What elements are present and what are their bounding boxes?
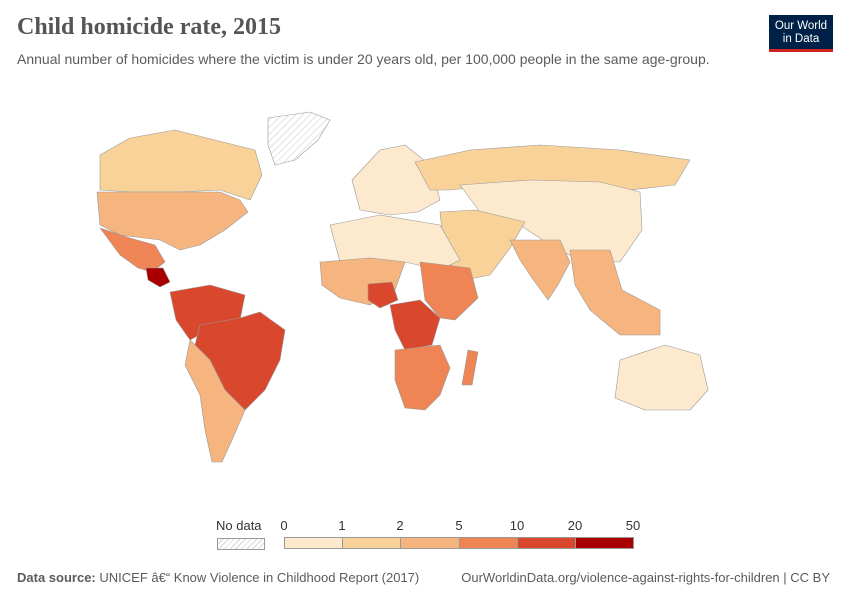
region-madagascar[interactable] xyxy=(461,349,479,386)
logo-line-2: in Data xyxy=(782,33,820,45)
legend-tick-20: 20 xyxy=(567,518,583,533)
region-greenland[interactable] xyxy=(267,111,331,166)
legend-no-data-label: No data xyxy=(216,518,262,533)
legend-bin-5-10[interactable] xyxy=(459,538,518,548)
region-nigeria[interactable] xyxy=(367,281,399,309)
region-mexico[interactable] xyxy=(99,227,166,273)
logo-line-1: Our World xyxy=(774,20,828,32)
data-source-text: UNICEF â€“ Know Violence in Childhood Re… xyxy=(99,570,420,585)
region-central-america[interactable] xyxy=(145,267,171,288)
legend-bin-2-5[interactable] xyxy=(401,538,460,548)
region-canada[interactable] xyxy=(99,129,263,201)
region-southeast-asia[interactable] xyxy=(569,249,661,336)
region-southern-south-america[interactable] xyxy=(184,339,246,463)
legend-bin-1-2[interactable] xyxy=(343,538,402,548)
owid-logo[interactable]: Our World in Data xyxy=(769,15,833,52)
legend-bin-20-50[interactable] xyxy=(575,538,634,548)
region-east-africa[interactable] xyxy=(419,261,479,321)
legend-tick-10: 10 xyxy=(509,518,525,533)
legend-no-data-swatch xyxy=(217,538,265,550)
region-india[interactable] xyxy=(509,239,571,301)
source-url[interactable]: OurWorldinData.org/violence-against-righ… xyxy=(461,570,830,585)
legend-tick-1: 1 xyxy=(338,518,346,533)
data-source: Data source: UNICEF â€“ Know Violence in… xyxy=(17,570,419,585)
region-australia[interactable] xyxy=(614,344,709,411)
region-central-africa[interactable] xyxy=(389,299,441,351)
data-source-label: Data source: xyxy=(17,570,96,585)
chart-title: Child homicide rate, 2015 xyxy=(17,14,281,40)
legend-tick-0: 0 xyxy=(280,518,288,533)
chart-subtitle: Annual number of homicides where the vic… xyxy=(17,51,710,67)
legend-tick-2: 2 xyxy=(396,518,404,533)
legend-tick-5: 5 xyxy=(455,518,463,533)
legend-bin-10-20[interactable] xyxy=(517,538,576,548)
legend-color-scale xyxy=(284,537,634,549)
legend-tick-50: 50 xyxy=(625,518,641,533)
legend-bin-0-1[interactable] xyxy=(285,538,344,548)
region-southern-africa[interactable] xyxy=(394,344,451,411)
